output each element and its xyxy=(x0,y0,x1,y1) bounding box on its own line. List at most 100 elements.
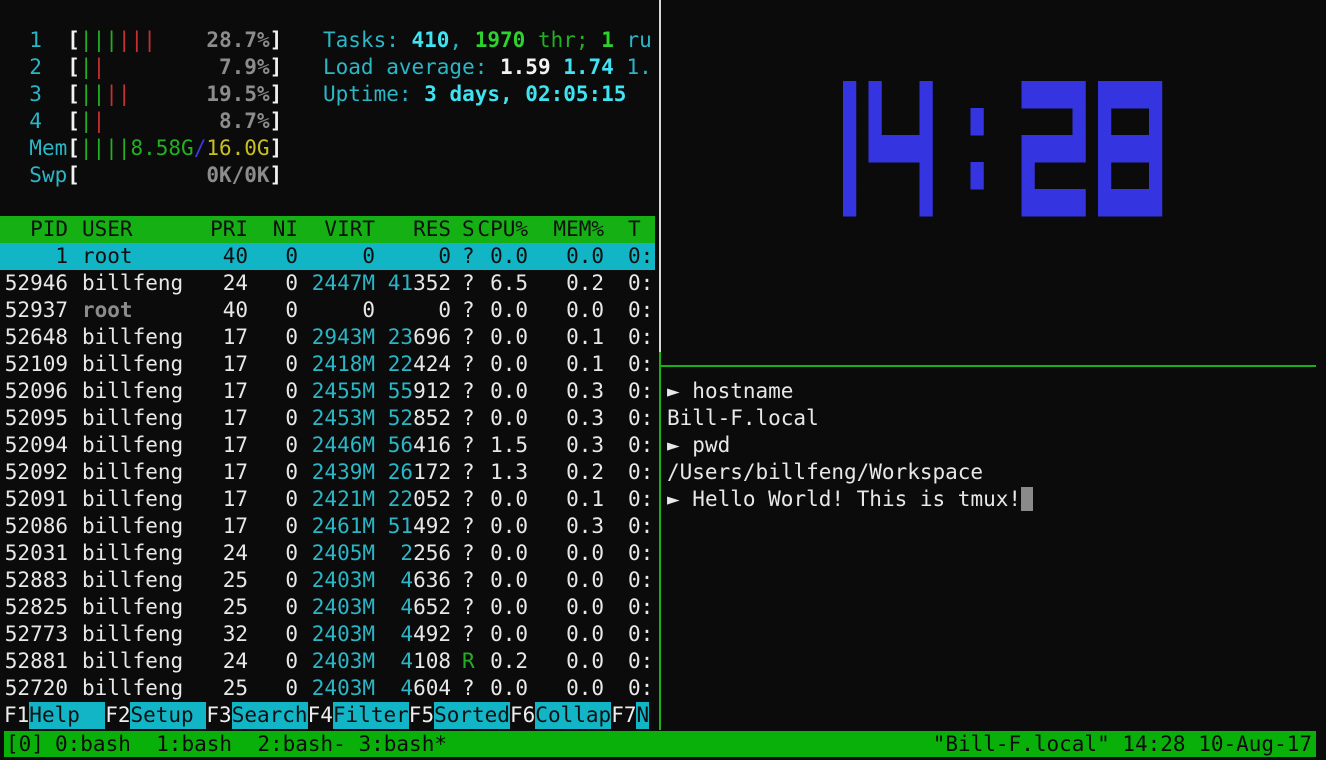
process-row[interactable]: 52096 billfeng 17 0 2455M 55912? 0.0 0.3 0: xyxy=(0,378,655,405)
time: 0: xyxy=(628,406,654,430)
tmux-window-tab[interactable]: 2:bash- xyxy=(257,732,346,756)
tmux-window-tab[interactable]: 1:bash xyxy=(156,732,233,756)
column-header-pid[interactable]: PID xyxy=(30,217,68,241)
process-row[interactable]: 52091 billfeng 17 0 2421M 22052? 0.0 0.1 0: xyxy=(0,486,655,513)
pid: 52092 xyxy=(4,460,68,484)
pid: 52648 xyxy=(4,325,68,349)
process-row[interactable]: 1 root 40 0 0 0? 0.0 0.0 0: xyxy=(0,243,655,270)
clock-pixel xyxy=(970,108,984,136)
clock-pixel xyxy=(1149,108,1163,136)
pid: 52091 xyxy=(4,487,68,511)
process-table-header[interactable]: PID USER PRI NI VIRT RES S CPU% MEM% T xyxy=(0,216,655,243)
process-row[interactable]: 52109 billfeng 17 0 2418M 22424? 0.0 0.1 0: xyxy=(0,351,655,378)
process-row[interactable]: 52648 billfeng 17 0 2943M 23696? 0.0 0.1 0: xyxy=(0,324,655,351)
pri: 25 xyxy=(222,676,248,700)
state: ? xyxy=(462,433,475,457)
res-low: 912 xyxy=(413,379,451,403)
clock-pixel xyxy=(1098,135,1112,163)
res-low: 636 xyxy=(413,568,451,592)
cpu: 6.5 xyxy=(490,271,528,295)
fkey-f4[interactable]: F4Filter xyxy=(308,702,409,729)
fkey-label: Help xyxy=(29,702,106,729)
column-header-virt[interactable]: VIRT xyxy=(324,217,375,241)
column-header-user[interactable]: USER xyxy=(82,217,133,241)
state: ? xyxy=(462,595,475,619)
fkey-f1[interactable]: F1Help xyxy=(4,702,106,729)
user: billfeng xyxy=(82,379,184,403)
clock-pixel xyxy=(868,135,882,163)
user: root xyxy=(82,244,133,268)
meter-bracket: [ xyxy=(67,136,80,160)
pane-divider[interactable] xyxy=(659,0,661,352)
fkey-f6[interactable]: F6Collap xyxy=(510,702,612,729)
column-header-t[interactable]: T xyxy=(628,217,641,241)
pri: 17 xyxy=(222,433,248,457)
tmux-window-tab[interactable]: 0:bash xyxy=(55,732,131,756)
process-row[interactable]: 52031 billfeng 24 0 2405M 2256? 0.0 0.0 0: xyxy=(0,540,655,567)
clock-pixel xyxy=(1059,135,1073,163)
column-header-ni[interactable]: NI xyxy=(272,217,298,241)
res: 2256 xyxy=(400,540,451,567)
uptime-line: Uptime: 3 days, 02:05:15 xyxy=(323,81,626,108)
clock-pixel xyxy=(1021,81,1035,109)
pri: 17 xyxy=(222,460,248,484)
fkey-f5[interactable]: F5Sorted xyxy=(409,702,510,729)
fkey-f2[interactable]: F2Setup xyxy=(105,702,207,729)
state: ? xyxy=(462,244,475,268)
process-row[interactable]: 52825 billfeng 25 0 2403M 4652? 0.0 0.0 0: xyxy=(0,594,655,621)
pane-divider-active[interactable] xyxy=(659,352,661,730)
user: billfeng xyxy=(82,676,184,700)
fkey-number: F4 xyxy=(307,703,333,727)
process-row[interactable]: 52086 billfeng 17 0 2461M 51492? 0.0 0.3 0: xyxy=(0,513,655,540)
virt: 2403M xyxy=(311,622,375,646)
process-row[interactable]: 52946 billfeng 24 0 2447M 41352? 6.5 0.2 0: xyxy=(0,270,655,297)
tmux-window-tab[interactable]: 3:bash* xyxy=(358,732,447,756)
clock-pixel xyxy=(1123,81,1137,109)
load-line: Load average: 1.59 1.74 1. xyxy=(323,54,652,81)
ni: 0 xyxy=(285,487,298,511)
column-header-cpu-pct[interactable]: CPU% xyxy=(477,217,528,241)
htop-pane[interactable]: 1 [|||||| 28.7%] 2 [|| 7.9%] 3 [|||| 19.… xyxy=(0,0,655,729)
process-row[interactable]: 52094 billfeng 17 0 2446M 56416? 1.5 0.3 0: xyxy=(0,432,655,459)
mem: 0.0 xyxy=(566,541,604,565)
user: billfeng xyxy=(82,649,184,673)
time: 0: xyxy=(628,487,654,511)
res-high: 23 xyxy=(387,325,414,349)
load-label: Load average: xyxy=(323,55,501,79)
res: 51492 xyxy=(388,513,451,540)
process-row[interactable]: 52937 root 40 0 0 0? 0.0 0.0 0: xyxy=(0,297,655,324)
clock-pixel xyxy=(1136,189,1150,217)
meter-bracket: [ xyxy=(67,163,80,187)
process-row[interactable]: 52773 billfeng 32 0 2403M 4492? 0.0 0.0 0: xyxy=(0,621,655,648)
mem: 0.1 xyxy=(566,352,604,376)
clock-pixel xyxy=(919,189,933,217)
process-row[interactable]: 52881 billfeng 24 0 2403M 4108 R 0.2 0.0 0: xyxy=(0,648,655,675)
cpu-meter-value: 28.7% xyxy=(206,28,270,52)
column-header-mem-pct[interactable]: MEM% xyxy=(553,217,604,241)
ni: 0 xyxy=(285,406,298,430)
fkey-label: Search xyxy=(231,702,308,729)
process-row[interactable]: 52883 billfeng 25 0 2403M 4636? 0.0 0.0 0: xyxy=(0,567,655,594)
column-header-pri[interactable]: PRI xyxy=(210,217,248,241)
mem: 0.0 xyxy=(566,622,604,646)
time: 0: xyxy=(628,352,654,376)
fkey-f3[interactable]: F3Search xyxy=(206,702,308,729)
clock-pixel xyxy=(894,135,908,163)
status-session: [0] xyxy=(6,732,44,756)
process-row[interactable]: 52092 billfeng 17 0 2439M 26172? 1.3 0.2 0: xyxy=(0,459,655,486)
pane-divider-horizontal[interactable] xyxy=(661,365,1316,367)
clock-pixel xyxy=(1098,81,1112,109)
uptime-value: 3 days, 02:05:15 xyxy=(424,82,627,106)
process-row[interactable]: 52095 billfeng 17 0 2453M 52852? 0.0 0.3 0: xyxy=(0,405,655,432)
mem: 0.3 xyxy=(566,406,604,430)
meter-bar: | xyxy=(79,28,93,52)
process-row[interactable]: 52720 billfeng 25 0 2403M 4604? 0.0 0.0 0: xyxy=(0,675,655,702)
virt: 2453M xyxy=(311,406,375,430)
column-header-s[interactable]: S xyxy=(462,217,475,241)
column-header-res[interactable]: RES xyxy=(413,217,451,241)
clock-pixel xyxy=(906,135,920,163)
fkey-f7[interactable]: F7N xyxy=(611,702,650,729)
res-high: 41 xyxy=(387,271,414,295)
clock-pixel xyxy=(1098,162,1112,190)
pid: 1 xyxy=(55,244,68,268)
